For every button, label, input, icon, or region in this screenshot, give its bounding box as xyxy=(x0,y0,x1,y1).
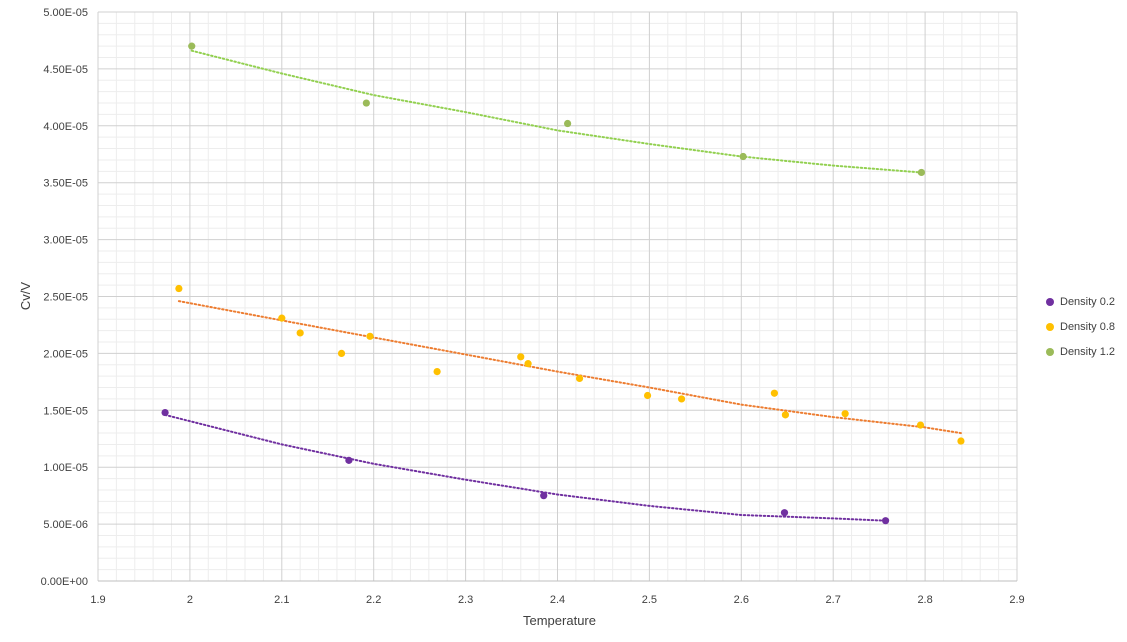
data-point-series-0 xyxy=(881,517,890,525)
data-points xyxy=(161,42,965,525)
data-point-series-1 xyxy=(278,314,286,322)
data-point-series-0 xyxy=(345,456,353,464)
data-point-series-0 xyxy=(780,509,789,517)
data-point-series-1 xyxy=(916,421,925,429)
x-tick-label: 1.9 xyxy=(90,594,105,606)
data-point-series-2 xyxy=(917,168,926,177)
trendline-series-2 xyxy=(190,49,923,174)
data-point-series-1 xyxy=(770,389,778,397)
data-point-series-2 xyxy=(362,99,370,107)
data-point-series-0 xyxy=(540,492,548,500)
legend-marker-density-1-2 xyxy=(1046,347,1054,356)
data-point-series-2 xyxy=(564,119,572,128)
x-tick-label: 2.7 xyxy=(826,594,841,606)
legend-item-density-0-2: Density 0.2 xyxy=(1046,289,1115,314)
y-tick-label: 3.50E-05 xyxy=(43,178,88,190)
data-point-series-1 xyxy=(433,368,441,376)
x-tick-label: 2.3 xyxy=(458,594,473,606)
data-point-series-1 xyxy=(524,360,532,368)
data-point-series-1 xyxy=(643,391,652,400)
data-point-series-1 xyxy=(841,410,849,418)
y-tick-label: 1.50E-05 xyxy=(43,405,88,417)
legend-item-density-1-2: Density 1.2 xyxy=(1046,339,1115,364)
data-point-series-2 xyxy=(188,42,196,50)
legend: Density 0.2 Density 0.8 Density 1.2 xyxy=(1046,289,1115,364)
x-tick-label: 2 xyxy=(187,594,193,606)
x-tick-label: 2.6 xyxy=(734,594,749,606)
major-gridlines xyxy=(97,11,1018,582)
x-tick-label: 2.2 xyxy=(366,594,381,606)
legend-marker-density-0-2 xyxy=(1046,297,1054,306)
x-axis-ticks: 1.9 2 2.1 2.2 2.3 2.4 2.5 2.6 2.7 2.8 2.9 xyxy=(90,594,1024,606)
y-tick-label: 4.50E-05 xyxy=(43,64,88,76)
y-tick-label: 5.00E-06 xyxy=(43,519,88,531)
y-tick-label: 1.00E-05 xyxy=(43,462,88,474)
x-tick-label: 2.5 xyxy=(642,594,657,606)
y-tick-label: 2.00E-05 xyxy=(43,348,88,360)
y-tick-label: 2.50E-05 xyxy=(43,292,88,304)
data-point-series-1 xyxy=(296,329,304,337)
trendline-series-0 xyxy=(164,413,887,522)
data-point-series-1 xyxy=(575,374,584,383)
data-point-series-1 xyxy=(781,411,790,419)
y-axis-ticks: 0.00E+00 5.00E-06 1.00E-05 1.50E-05 2.00E-05… xyxy=(41,7,88,588)
data-point-series-1 xyxy=(517,353,525,361)
trendline-series-1 xyxy=(177,300,962,435)
y-tick-label: 3.00E-05 xyxy=(43,235,88,247)
data-point-series-1 xyxy=(366,332,374,340)
data-point-series-0 xyxy=(161,408,169,417)
data-point-series-2 xyxy=(739,152,747,161)
legend-label: Density 0.2 xyxy=(1060,295,1116,308)
data-point-series-1 xyxy=(677,395,686,403)
y-axis-title: Cv/V xyxy=(18,282,33,311)
legend-item-density-0-8: Density 0.8 xyxy=(1046,314,1115,339)
data-point-series-1 xyxy=(175,284,183,293)
y-tick-label: 4.00E-05 xyxy=(43,121,88,133)
y-tick-label: 0.00E+00 xyxy=(41,576,88,588)
y-tick-label: 5.00E-05 xyxy=(43,7,88,19)
legend-label: Density 1.2 xyxy=(1060,345,1116,358)
data-point-series-1 xyxy=(337,349,346,357)
x-tick-label: 2.1 xyxy=(274,594,289,606)
trendlines xyxy=(164,49,962,522)
data-point-series-1 xyxy=(957,437,965,445)
legend-label: Density 0.8 xyxy=(1060,320,1116,333)
x-tick-label: 2.9 xyxy=(1009,594,1024,606)
x-tick-label: 2.4 xyxy=(550,594,565,606)
x-axis-title: Temperature xyxy=(523,613,596,628)
x-tick-label: 2.8 xyxy=(917,594,932,606)
legend-marker-density-0-8 xyxy=(1046,322,1054,331)
